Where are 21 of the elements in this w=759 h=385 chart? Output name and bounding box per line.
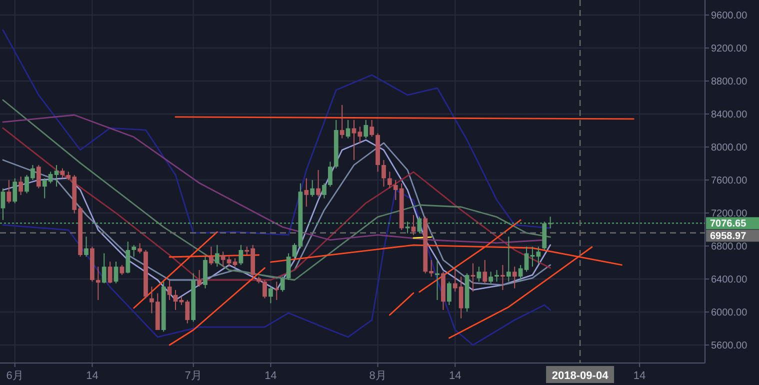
y-tick-label: 6800.00 xyxy=(711,242,748,253)
y-tick-label: 8800.00 xyxy=(711,76,748,88)
y-tick-label: 9200.00 xyxy=(711,44,748,55)
x-tick-label: 14 xyxy=(633,370,646,382)
x-tick-label: 14 xyxy=(449,370,462,382)
y-tick-label: 6400.00 xyxy=(711,274,748,286)
y-tick-label: 5600.00 xyxy=(711,340,748,352)
y-tick-label: 8400.00 xyxy=(711,110,748,121)
ref-line-label: 6958.97 xyxy=(710,231,747,242)
y-tick-label: 8000.00 xyxy=(711,142,748,154)
x-tick-label: 14 xyxy=(264,370,277,382)
x-tick-label: 7月 xyxy=(184,370,202,382)
ref-line-label: 2018-09-04 xyxy=(552,370,610,382)
ref-line-label: 7076.65 xyxy=(710,218,747,230)
x-tick-label: 6月 xyxy=(6,370,24,382)
y-tick-label: 6000.00 xyxy=(711,308,748,319)
y-tick-label: 7200.00 xyxy=(711,208,748,220)
x-tick-label: 14 xyxy=(86,370,98,382)
y-tick-label: 9600.00 xyxy=(711,10,748,22)
x-tick-label: 8月 xyxy=(369,370,386,382)
y-tick-label: 7600.00 xyxy=(711,176,748,187)
